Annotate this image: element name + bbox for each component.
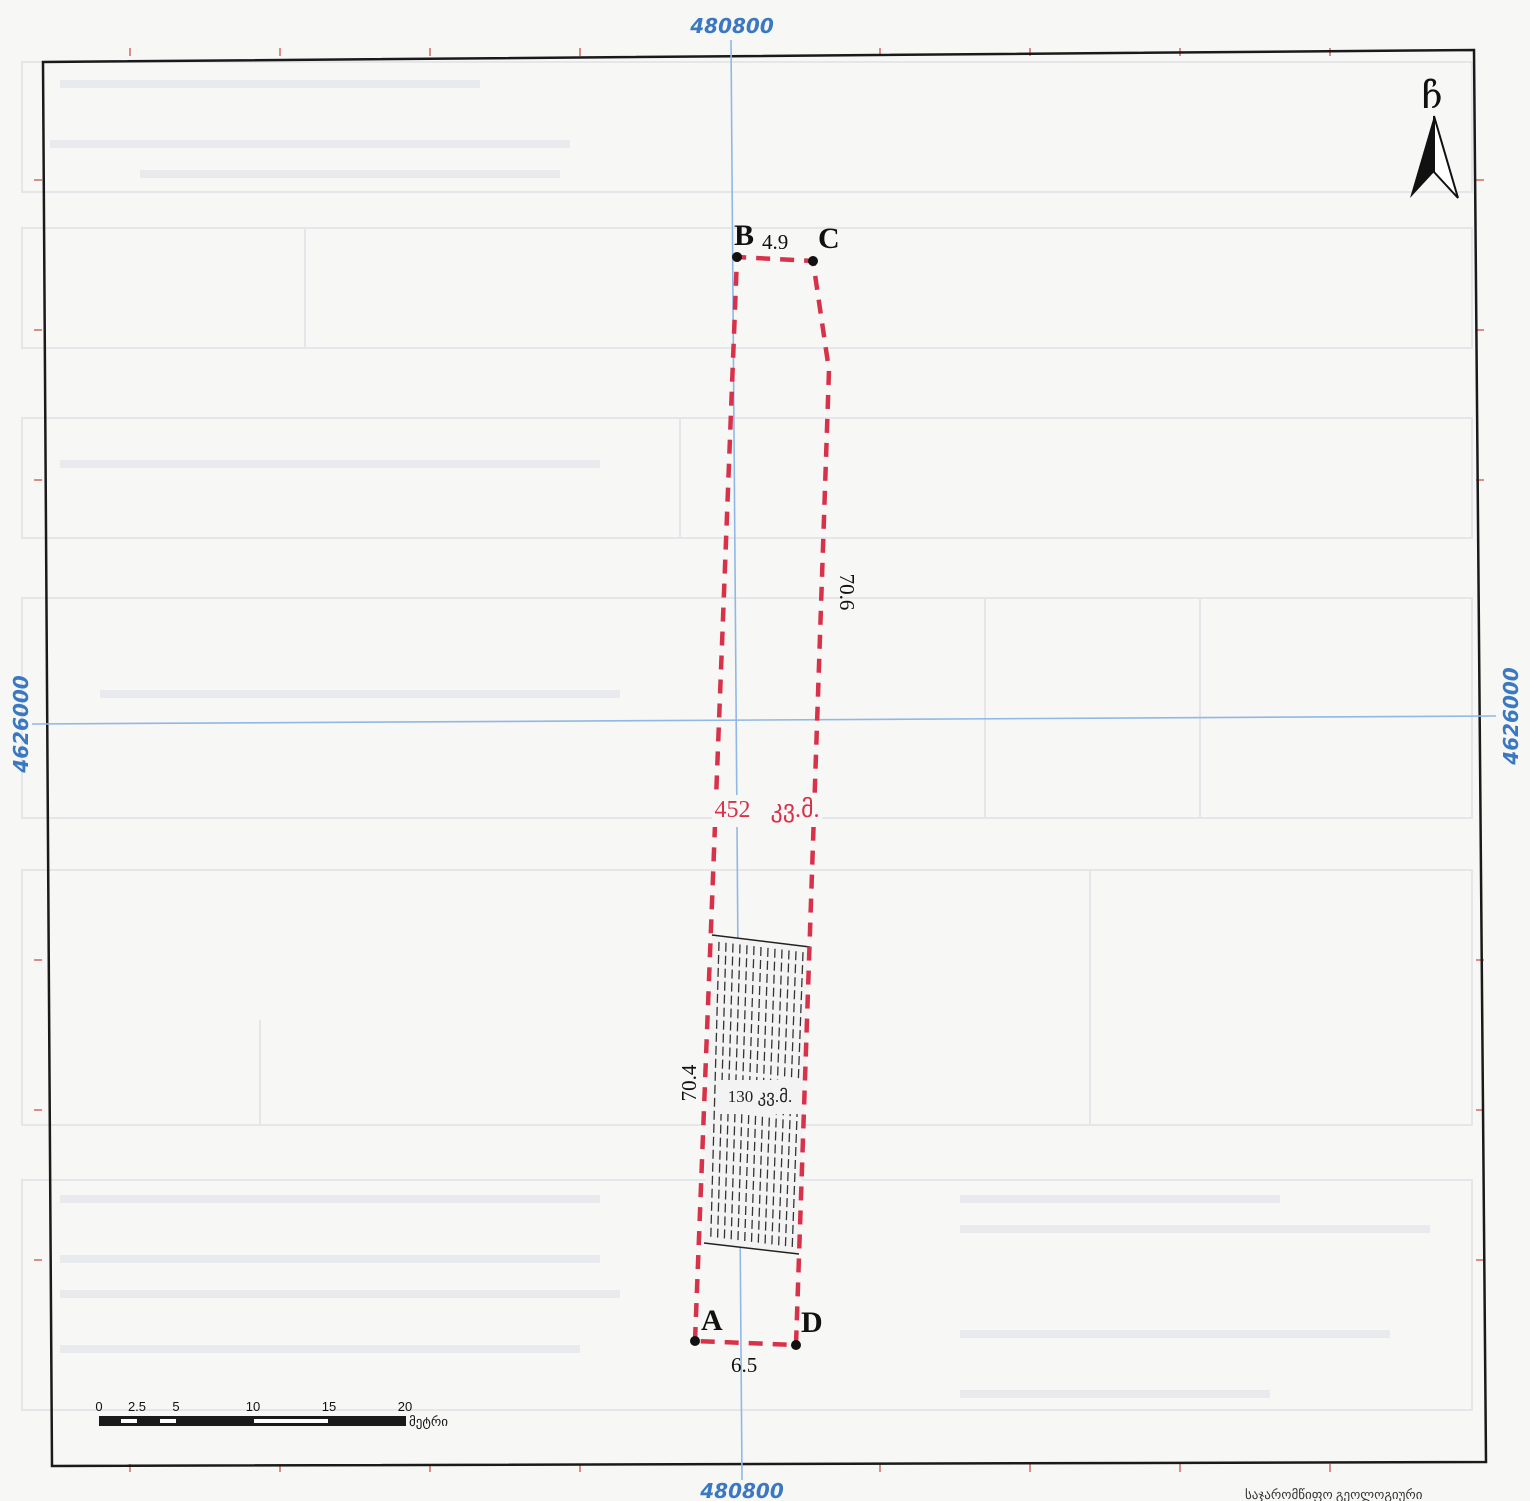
grid-label-right: 4626000	[1499, 667, 1523, 765]
background-ghost-text	[50, 80, 1430, 1398]
scale-bar: 0 2.5 5 10 15 20 მეტრი	[95, 1399, 448, 1430]
map-frame	[41, 48, 1488, 1468]
scale-tick-20: 20	[398, 1399, 412, 1414]
parcel-area: 452 კვ.მ.	[714, 796, 819, 823]
scale-tick-0: 0	[95, 1399, 102, 1414]
scale-tick-2-5: 2.5	[128, 1399, 146, 1414]
parcel-vertices	[690, 252, 818, 1350]
grid-label-left: 4626000	[9, 675, 33, 773]
frame-ticks	[34, 48, 1484, 1472]
dim-ad: 6.5	[731, 1353, 757, 1377]
north-arrow: ჩ	[1410, 76, 1459, 199]
scale-tick-5: 5	[172, 1399, 179, 1414]
hatched-zone: 130 კვ.მ.	[703, 934, 811, 1255]
hatched-zone-area: 130 კვ.მ.	[728, 1087, 793, 1107]
point-label-a: A	[701, 1304, 723, 1337]
scale-bar-body	[99, 1416, 406, 1426]
dim-bc: 4.9	[762, 230, 788, 254]
vertex-b	[732, 252, 742, 262]
dim-ab: 70.4	[677, 1064, 701, 1101]
footer-text: საჯარომწიფო გეოლოგიური	[1245, 1487, 1423, 1501]
grid-label-top: 480800	[689, 14, 774, 38]
dim-cd: 70.6	[835, 574, 859, 611]
point-label-b: B	[734, 219, 754, 252]
grid-label-bottom: 480800	[699, 1479, 784, 1501]
grid-line-horizontal	[31, 715, 1497, 725]
vertex-d	[791, 1340, 801, 1350]
vertex-a	[690, 1336, 700, 1346]
parcel-outline	[692, 254, 832, 1348]
scale-tick-10: 10	[246, 1399, 260, 1414]
point-label-d: D	[801, 1306, 823, 1339]
north-letter: ჩ	[1421, 76, 1442, 117]
scale-tick-15: 15	[322, 1399, 336, 1414]
hatch-line	[710, 941, 720, 1238]
point-label-c: C	[818, 222, 840, 255]
vertex-c	[808, 256, 818, 266]
scale-unit: მეტრი	[409, 1414, 448, 1430]
north-arrow-icon	[1410, 115, 1459, 199]
